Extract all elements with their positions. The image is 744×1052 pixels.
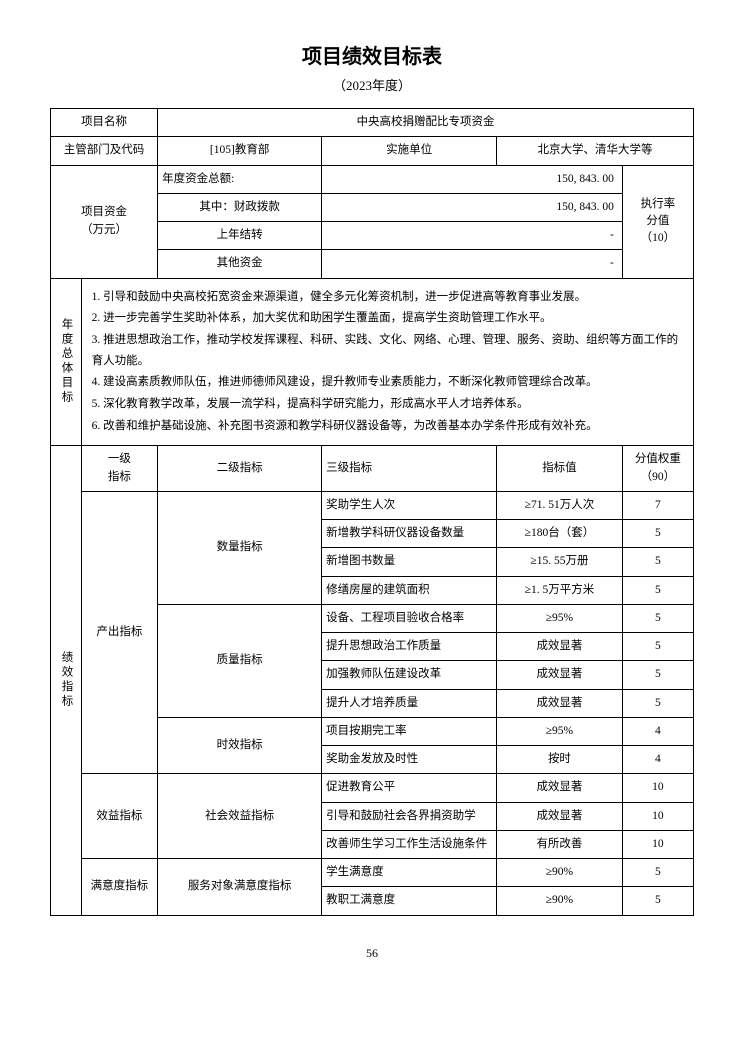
table-row: 项目资金 （万元） 年度资金总额: 150, 843. 00 执行率 分值 （1…	[51, 165, 694, 193]
table-row: 年度总体目标 1. 引导和鼓励中央高校拓宽资金来源渠道，健全多元化筹资机制，进一…	[51, 278, 694, 446]
other-funds-label: 其他资金	[158, 250, 322, 278]
table-row: 主管部门及代码 [105]教育部 实施单位 北京大学、清华大学等	[51, 137, 694, 165]
l3-cell: 奖助学生人次	[322, 491, 497, 519]
l1-benefit: 效益指标	[81, 774, 158, 859]
weight-cell: 5	[622, 859, 693, 887]
l2-quantity: 数量指标	[158, 491, 322, 604]
l3-cell: 提升思想政治工作质量	[322, 633, 497, 661]
l3-cell: 引导和鼓励社会各界捐资助学	[322, 802, 497, 830]
funds-section-label: 项目资金 （万元）	[51, 165, 158, 278]
val-cell: ≥71. 51万人次	[497, 491, 623, 519]
funds-total-label: 年度资金总额:	[158, 165, 322, 193]
l3-cell: 加强教师队伍建设改革	[322, 661, 497, 689]
goal-item: 6. 改善和维护基础设施、补充图书资源和教学科研仪器设备等，为改善基本办学条件形…	[92, 416, 683, 437]
weight-cell: 5	[622, 689, 693, 717]
col-l2: 二级指标	[158, 446, 322, 492]
goal-item: 4. 建设高素质教师队伍，推进师德师风建设，提升教师专业素质能力，不断深化教师管…	[92, 372, 683, 393]
weight-cell: 4	[622, 717, 693, 745]
val-cell: 按时	[497, 746, 623, 774]
weight-cell: 5	[622, 604, 693, 632]
carry-value: -	[322, 222, 623, 250]
funds-total-value: 150, 843. 00	[322, 165, 623, 193]
page-title: 项目绩效目标表	[50, 40, 694, 69]
page-number: 56	[50, 946, 694, 961]
val-cell: ≥1. 5万平方米	[497, 576, 623, 604]
goal-item: 3. 推进思想政治工作，推动学校发挥课程、科研、实践、文化、网络、心理、管理、服…	[92, 330, 683, 371]
annual-goals-content: 1. 引导和鼓励中央高校拓宽资金来源渠道，健全多元化筹资机制，进一步促进高等教育…	[81, 278, 693, 446]
l3-cell: 改善师生学习工作生活设施条件	[322, 830, 497, 858]
l2-time: 时效指标	[158, 717, 322, 774]
table-row: 项目名称 中央高校捐赠配比专项资金	[51, 109, 694, 137]
dept-value: [105]教育部	[158, 137, 322, 165]
weight-cell: 5	[622, 633, 693, 661]
weight-cell: 5	[622, 661, 693, 689]
l2-social: 社会效益指标	[158, 774, 322, 859]
val-cell: ≥15. 55万册	[497, 548, 623, 576]
performance-table: 项目名称 中央高校捐赠配比专项资金 主管部门及代码 [105]教育部 实施单位 …	[50, 108, 694, 916]
l3-cell: 新增教学科研仪器设备数量	[322, 520, 497, 548]
l3-cell: 学生满意度	[322, 859, 497, 887]
val-cell: 成效显著	[497, 802, 623, 830]
project-name-value: 中央高校捐赠配比专项资金	[158, 109, 694, 137]
weight-cell: 7	[622, 491, 693, 519]
dept-label: 主管部门及代码	[51, 137, 158, 165]
val-cell: ≥90%	[497, 859, 623, 887]
l1-output: 产出指标	[81, 491, 158, 774]
l2-quality: 质量指标	[158, 604, 322, 717]
table-row: 效益指标 社会效益指标 促进教育公平 成效显著 10	[51, 774, 694, 802]
col-l3: 三级指标	[322, 446, 497, 492]
exec-rate-label: 执行率 分值 （10）	[622, 165, 693, 278]
fiscal-label: 其中：财政拨款	[158, 193, 322, 221]
other-funds-value: -	[322, 250, 623, 278]
col-val: 指标值	[497, 446, 623, 492]
weight-cell: 5	[622, 520, 693, 548]
l3-cell: 提升人才培养质量	[322, 689, 497, 717]
weight-cell: 10	[622, 802, 693, 830]
table-row: 满意度指标 服务对象满意度指标 学生满意度 ≥90% 5	[51, 859, 694, 887]
val-cell: 成效显著	[497, 633, 623, 661]
goal-item: 1. 引导和鼓励中央高校拓宽资金来源渠道，健全多元化筹资机制，进一步促进高等教育…	[92, 287, 683, 308]
l3-cell: 促进教育公平	[322, 774, 497, 802]
val-cell: 成效显著	[497, 689, 623, 717]
l2-satisfy: 服务对象满意度指标	[158, 859, 322, 916]
impl-unit-value: 北京大学、清华大学等	[497, 137, 694, 165]
val-cell: 有所改善	[497, 830, 623, 858]
val-cell: 成效显著	[497, 774, 623, 802]
l3-cell: 项目按期完工率	[322, 717, 497, 745]
table-row: 产出指标 数量指标 奖助学生人次 ≥71. 51万人次 7	[51, 491, 694, 519]
impl-unit-label: 实施单位	[322, 137, 497, 165]
val-cell: ≥90%	[497, 887, 623, 915]
perf-section-label: 绩效指标	[51, 446, 82, 915]
l3-cell: 奖助金发放及时性	[322, 746, 497, 774]
val-cell: 成效显著	[497, 661, 623, 689]
weight-cell: 10	[622, 774, 693, 802]
weight-cell: 5	[622, 576, 693, 604]
weight-cell: 10	[622, 830, 693, 858]
col-l1: 一级 指标	[81, 446, 158, 492]
weight-cell: 4	[622, 746, 693, 774]
goal-item: 2. 进一步完善学生奖助补体系，加大奖优和助困学生覆盖面，提高学生资助管理工作水…	[92, 308, 683, 329]
l3-cell: 新增图书数量	[322, 548, 497, 576]
table-row: 绩效指标 一级 指标 二级指标 三级指标 指标值 分值权重 （90）	[51, 446, 694, 492]
goal-item: 5. 深化教育教学改革，发展一流学科，提高科学研究能力，形成高水平人才培养体系。	[92, 394, 683, 415]
carry-label: 上年结转	[158, 222, 322, 250]
project-name-label: 项目名称	[51, 109, 158, 137]
l3-cell: 教职工满意度	[322, 887, 497, 915]
val-cell: ≥180台（套）	[497, 520, 623, 548]
page-subtitle: （2023年度）	[50, 75, 694, 94]
val-cell: ≥95%	[497, 717, 623, 745]
val-cell: ≥95%	[497, 604, 623, 632]
l1-satisfy: 满意度指标	[81, 859, 158, 916]
l3-cell: 修缮房屋的建筑面积	[322, 576, 497, 604]
weight-cell: 5	[622, 887, 693, 915]
l3-cell: 设备、工程项目验收合格率	[322, 604, 497, 632]
col-weight: 分值权重 （90）	[622, 446, 693, 492]
annual-goals-label: 年度总体目标	[51, 278, 82, 446]
weight-cell: 5	[622, 548, 693, 576]
fiscal-value: 150, 843. 00	[322, 193, 623, 221]
